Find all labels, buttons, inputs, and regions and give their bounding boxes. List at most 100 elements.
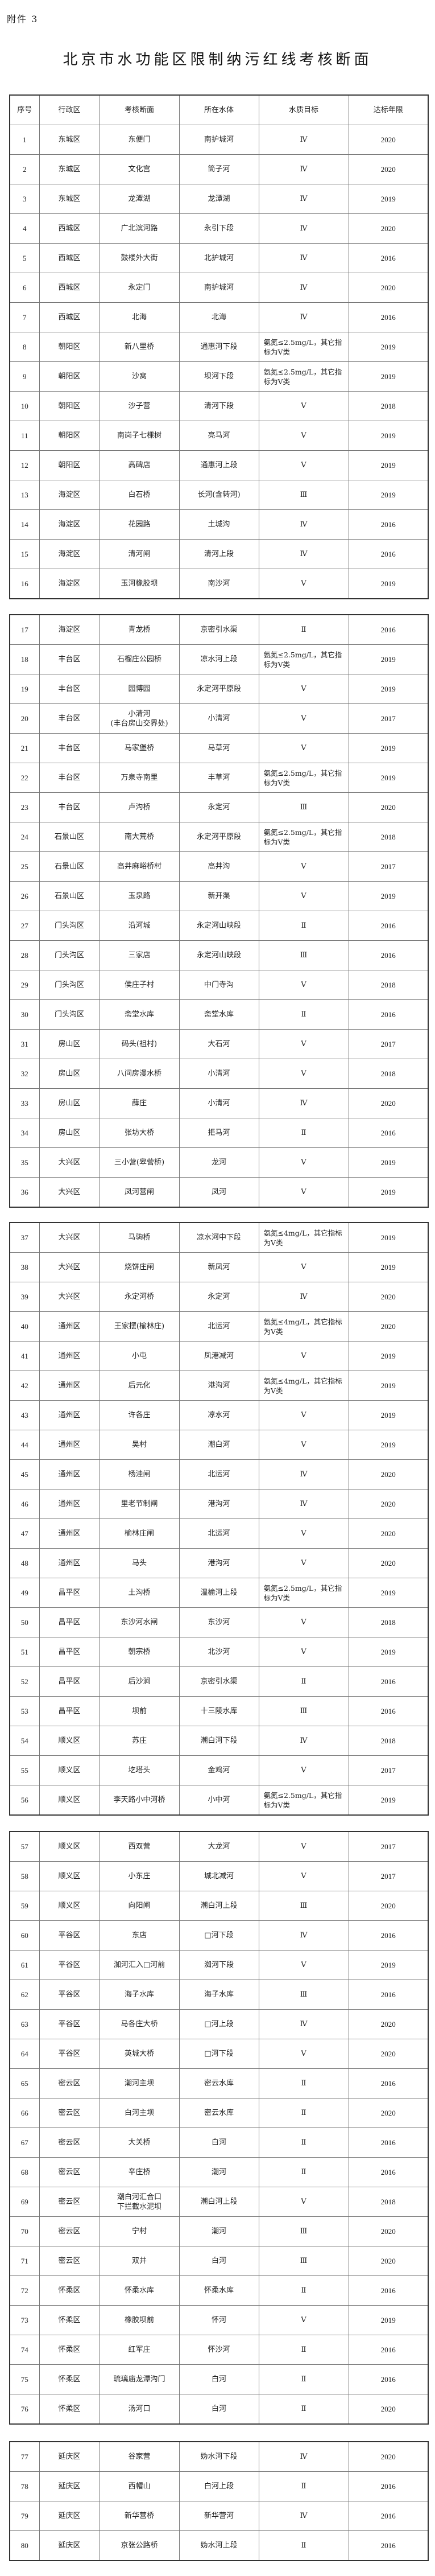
water-quality-target: Ⅲ: [258, 1696, 349, 1726]
row-number: 79: [9, 2501, 40, 2531]
target-year: 2016: [348, 243, 429, 273]
water-quality-target: 氨氮≤2.5mg/L，其它指标为Ⅴ类: [258, 644, 349, 674]
target-year: 2016: [348, 2068, 429, 2098]
district: 顺义区: [39, 1785, 100, 1816]
target-year: 2016: [348, 2275, 429, 2306]
water-quality-target: Ⅴ: [258, 1341, 349, 1371]
district: 朝阳区: [39, 332, 100, 362]
assessment-section: 凤河营闸: [99, 1177, 180, 1208]
target-year: 2020: [348, 1088, 429, 1118]
district: 密云区: [39, 2157, 100, 2187]
water-body: 港沟河: [179, 1548, 259, 1578]
target-year: 2020: [348, 125, 429, 155]
table-row: 21 丰台区 马家堡桥 马草河 Ⅴ 2019: [9, 733, 429, 763]
water-quality-target: Ⅱ: [258, 2098, 349, 2128]
district: 海淀区: [39, 569, 100, 599]
row-number: 17: [9, 614, 40, 645]
assessment-section: 码头(祖村): [99, 1029, 180, 1059]
district: 通州区: [39, 1371, 100, 1401]
table-row: 69 密云区 潮白河汇合口 下拦截水泥坝 潮白河上段 Ⅴ 2018: [9, 2187, 429, 2217]
row-number: 52: [9, 1666, 40, 1697]
row-number: 80: [9, 2530, 40, 2561]
water-quality-target: Ⅱ: [258, 2364, 349, 2394]
district: 通州区: [39, 1400, 100, 1430]
target-year: 2016: [348, 2157, 429, 2187]
assessment-section: 鼓楼外大街: [99, 243, 180, 273]
water-quality-target: Ⅱ: [258, 2471, 349, 2501]
district: 门头沟区: [39, 970, 100, 1000]
target-year: 2020: [348, 1519, 429, 1549]
water-quality-target: Ⅴ: [258, 1430, 349, 1460]
water-body: 凉水河: [179, 1400, 259, 1430]
water-quality-target: Ⅲ: [258, 2246, 349, 2276]
water-quality-target: Ⅱ: [258, 911, 349, 941]
target-year: 2016: [348, 1980, 429, 2010]
water-quality-target: Ⅴ: [258, 851, 349, 882]
assessment-section: 橡胶坝前: [99, 2305, 180, 2335]
target-year: 2016: [348, 1666, 429, 1697]
assessment-section: 清河闸: [99, 539, 180, 569]
table-row: 15 海淀区 清河闸 清河上段 Ⅳ 2016: [9, 539, 429, 569]
target-year: 2017: [348, 851, 429, 882]
table-row: 26 石景山区 玉泉路 新开渠 Ⅴ 2019: [9, 881, 429, 911]
water-quality-target: Ⅴ: [258, 1029, 349, 1059]
water-body: 北沙河: [179, 1637, 259, 1667]
assessment-section: 怀柔水库: [99, 2275, 180, 2306]
district: 西城区: [39, 213, 100, 244]
district: 平谷区: [39, 1950, 100, 1980]
district: 大兴区: [39, 1282, 100, 1312]
table-row: 48 通州区 马头 港沟河 Ⅴ 2020: [9, 1548, 429, 1578]
assessment-section: 新八里桥: [99, 332, 180, 362]
assessment-section: 薛庄: [99, 1088, 180, 1118]
assessment-section: 万泉寺南里: [99, 763, 180, 793]
water-quality-target: Ⅴ: [258, 1400, 349, 1430]
table-row: 22 丰台区 万泉寺南里 丰草河 氨氮≤2.5mg/L，其它指标为Ⅴ类 2019: [9, 763, 429, 793]
table-row: 64 平谷区 英城大桥 □河下段 Ⅴ 2020: [9, 2039, 429, 2069]
water-quality-target: Ⅱ: [258, 2335, 349, 2365]
target-year: 2019: [348, 480, 429, 510]
water-body: 丰草河: [179, 763, 259, 793]
target-year: 2018: [348, 970, 429, 1000]
water-body: 南护城河: [179, 125, 259, 155]
water-body: 凉水河上段: [179, 644, 259, 674]
target-year: 2016: [348, 911, 429, 941]
table-row: 54 顺义区 苏庄 潮白河下段 Ⅳ 2018: [9, 1726, 429, 1756]
water-quality-target: 氨氮≤4mg/L，其它指标为Ⅴ类: [258, 1371, 349, 1401]
row-number: 4: [9, 213, 40, 244]
district: 丰台区: [39, 763, 100, 793]
water-body: 小清河: [179, 1059, 259, 1089]
water-quality-target: Ⅳ: [258, 2009, 349, 2039]
district: 平谷区: [39, 2009, 100, 2039]
water-body: □河上段: [179, 2009, 259, 2039]
district: 密云区: [39, 2246, 100, 2276]
assessment-section: 北海: [99, 302, 180, 332]
target-year: 2016: [348, 2471, 429, 2501]
water-quality-target: Ⅴ: [258, 733, 349, 763]
assessment-section: 南大荒桥: [99, 822, 180, 852]
target-year: 2019: [348, 1430, 429, 1460]
assessment-section: 小清河 (丰台房山交界处): [99, 703, 180, 734]
district: 顺义区: [39, 1726, 100, 1756]
row-number: 27: [9, 911, 40, 941]
table-row: 10 朝阳区 沙子营 清河下段 Ⅴ 2018: [9, 391, 429, 421]
table-row: 29 门头沟区 侯庄子村 中门寺沟 Ⅴ 2018: [9, 970, 429, 1000]
assessment-section: 后沙涧: [99, 1666, 180, 1697]
district: 平谷区: [39, 1920, 100, 1950]
row-number: 33: [9, 1088, 40, 1118]
water-body: 南护城河: [179, 273, 259, 303]
water-body: 潮白河: [179, 1430, 259, 1460]
row-number: 3: [9, 184, 40, 214]
row-number: 42: [9, 1371, 40, 1401]
water-body: □河下段: [179, 1920, 259, 1950]
water-body: 龙潭湖: [179, 184, 259, 214]
water-body: 小清河: [179, 1088, 259, 1118]
district: 延庆区: [39, 2530, 100, 2561]
target-year: 2020: [348, 792, 429, 822]
table-row: 2 东城区 文化宫 筒子河 Ⅳ 2020: [9, 154, 429, 184]
assessment-section: 青龙桥: [99, 614, 180, 645]
row-number: 66: [9, 2098, 40, 2128]
target-year: 2019: [348, 1177, 429, 1208]
table-row: 42 通州区 后元化 港沟河 氨氮≤4mg/L，其它指标为Ⅴ类 2019: [9, 1371, 429, 1401]
assessment-section: 西双营: [99, 1831, 180, 1862]
table-row: 5 西城区 鼓楼外大街 北护城河 Ⅳ 2016: [9, 243, 429, 273]
